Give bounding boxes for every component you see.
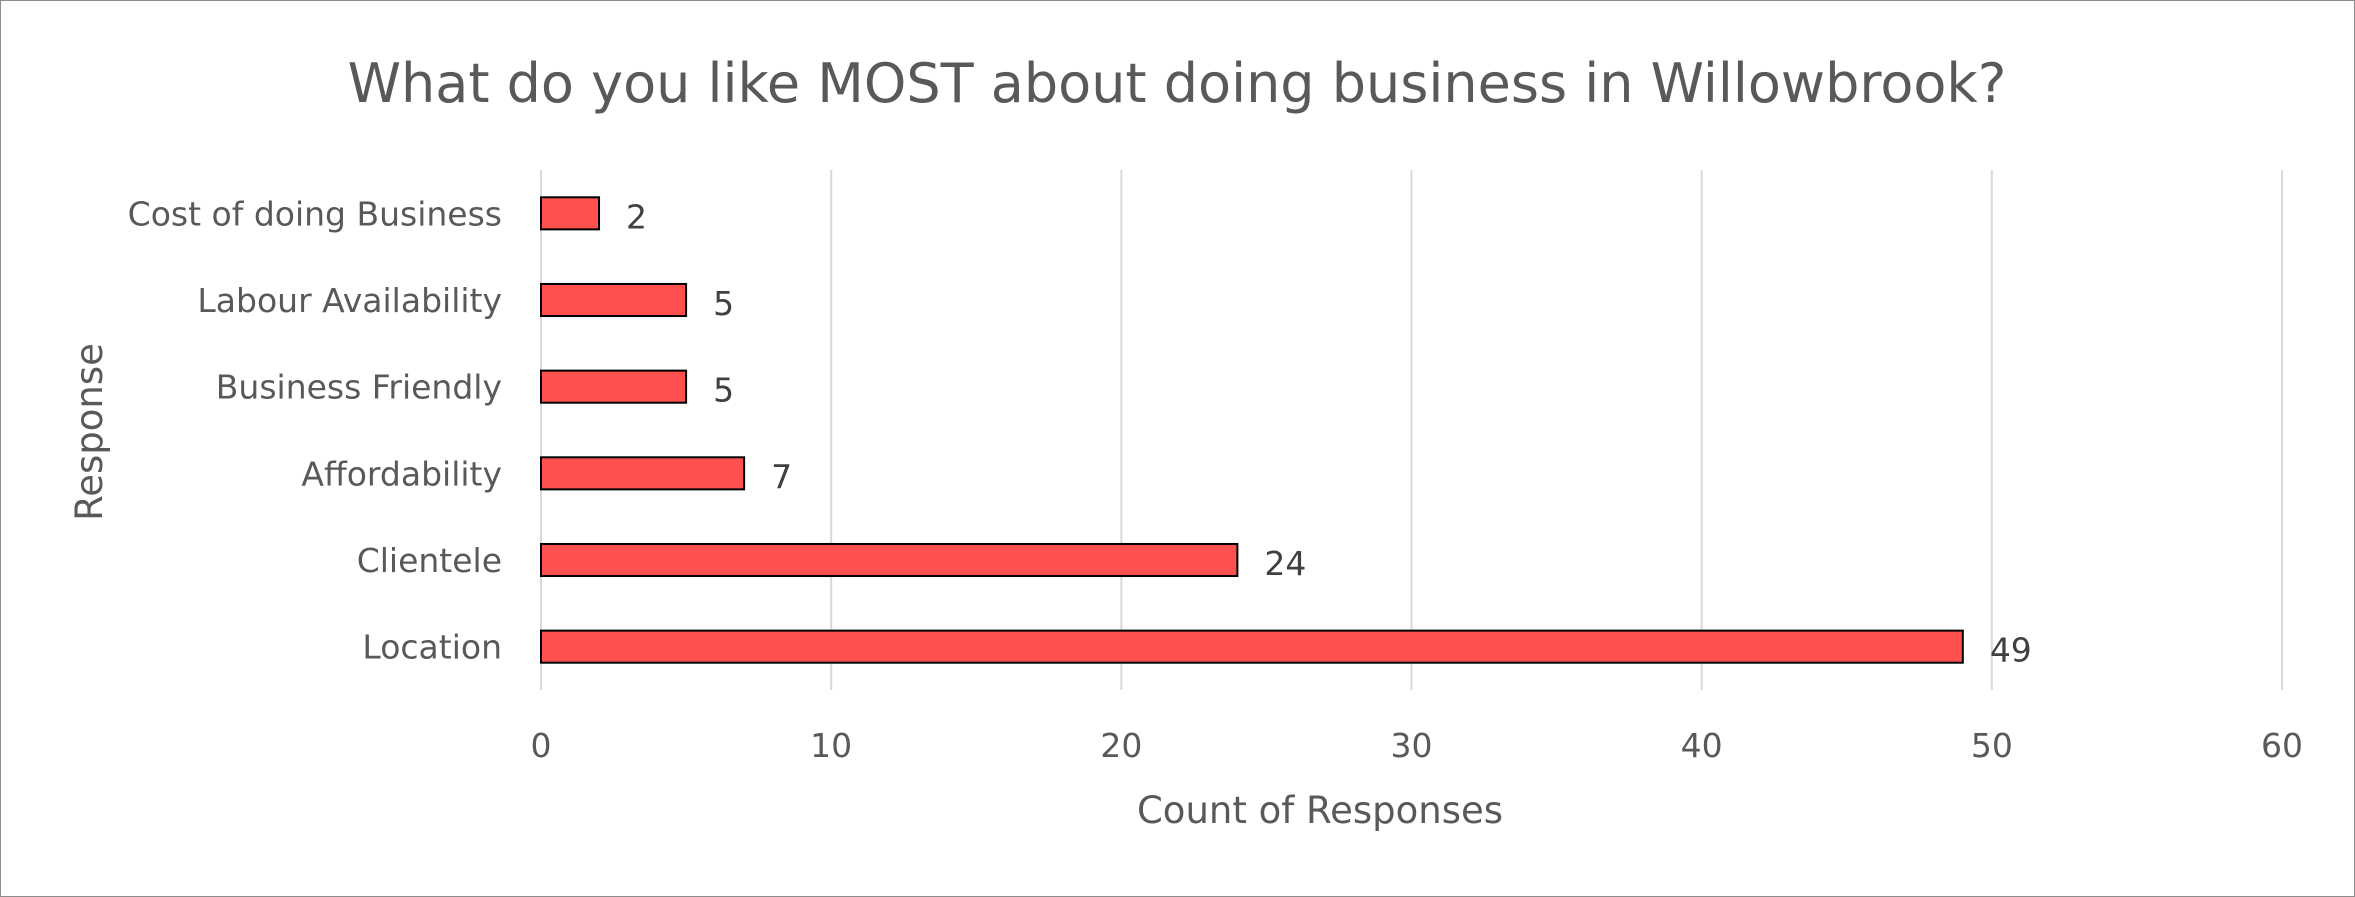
y-axis-title: Response: [68, 343, 111, 521]
data-label: 24: [1264, 544, 1306, 583]
data-label: 2: [626, 197, 647, 236]
bar: [540, 456, 746, 491]
bar: [540, 629, 1964, 664]
category-label: Affordability: [301, 454, 502, 493]
x-tick-label: 10: [810, 726, 852, 765]
x-tick-label: 0: [531, 726, 552, 765]
x-tick-label: 20: [1100, 726, 1142, 765]
category-label: Cost of doing Business: [128, 194, 502, 233]
data-label: 5: [713, 284, 734, 323]
bar: [540, 196, 601, 231]
x-tick-labels: 0 10 20 30 40 50 60: [531, 726, 2304, 765]
chart-title: What do you like MOST about doing busine…: [348, 52, 2007, 115]
data-label: 49: [1990, 631, 2032, 670]
x-tick-label: 40: [1681, 726, 1723, 765]
category-label: Business Friendly: [216, 368, 502, 407]
category-label: Clientele: [357, 541, 502, 580]
bar: [540, 542, 1239, 578]
gridlines: [540, 170, 2283, 690]
bar: [540, 282, 688, 318]
bars: [540, 196, 1964, 664]
x-tick-label: 60: [2261, 726, 2303, 765]
data-label: 5: [713, 371, 734, 410]
x-tick-label: 30: [1391, 726, 1433, 765]
bar: [540, 369, 688, 404]
category-label: Labour Availability: [197, 281, 502, 320]
x-tick-label: 50: [1971, 726, 2013, 765]
x-axis-title: Count of Responses: [1137, 789, 1503, 832]
data-label: 7: [771, 457, 792, 496]
category-label: Location: [362, 628, 502, 667]
data-labels: 49 24 7 5 5 2: [626, 197, 2032, 669]
category-labels: Location Clientele Affordability Business F…: [128, 194, 502, 666]
